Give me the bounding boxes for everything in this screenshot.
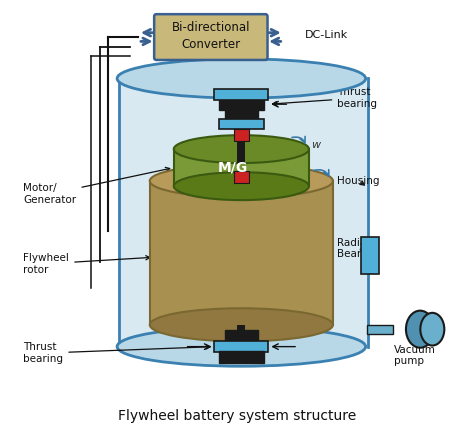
Ellipse shape (174, 135, 309, 163)
Bar (150, 181, 333, 325)
Bar (219, 119, 264, 129)
Text: Thrust
bearing: Thrust bearing (273, 87, 377, 109)
Bar (234, 331, 249, 343)
Text: Bi-directional: Bi-directional (172, 21, 250, 34)
Text: DC-Link: DC-Link (305, 30, 348, 40)
Text: Flywheel battery system structure: Flywheel battery system structure (118, 409, 356, 423)
Bar (214, 341, 268, 352)
Bar (237, 100, 245, 163)
Text: Converter: Converter (181, 38, 240, 51)
Bar (174, 149, 309, 186)
Ellipse shape (117, 59, 365, 98)
Bar (225, 330, 258, 341)
Ellipse shape (117, 327, 365, 366)
Text: Flywheel
rotor: Flywheel rotor (23, 253, 150, 275)
Bar (367, 325, 393, 334)
Ellipse shape (420, 313, 444, 345)
Ellipse shape (150, 164, 333, 198)
FancyBboxPatch shape (154, 14, 267, 60)
Bar (361, 236, 379, 274)
Ellipse shape (174, 172, 309, 200)
Text: Motor/
Generator: Motor/ Generator (23, 167, 170, 205)
Text: Housing: Housing (337, 176, 380, 186)
Bar (219, 98, 264, 110)
Text: Thrust
bearing: Thrust bearing (23, 342, 210, 364)
Bar (219, 351, 264, 363)
Text: M/G: M/G (218, 160, 248, 175)
Bar (234, 129, 249, 141)
Bar (225, 109, 258, 119)
Bar (237, 325, 245, 358)
Text: Radial
Bearing: Radial Bearing (337, 238, 378, 259)
Text: Vacuum
pump: Vacuum pump (394, 344, 436, 366)
Ellipse shape (150, 308, 333, 341)
Bar (214, 89, 268, 100)
Text: w: w (311, 140, 320, 150)
Ellipse shape (406, 310, 434, 348)
Bar (119, 78, 368, 347)
Bar (234, 171, 249, 183)
